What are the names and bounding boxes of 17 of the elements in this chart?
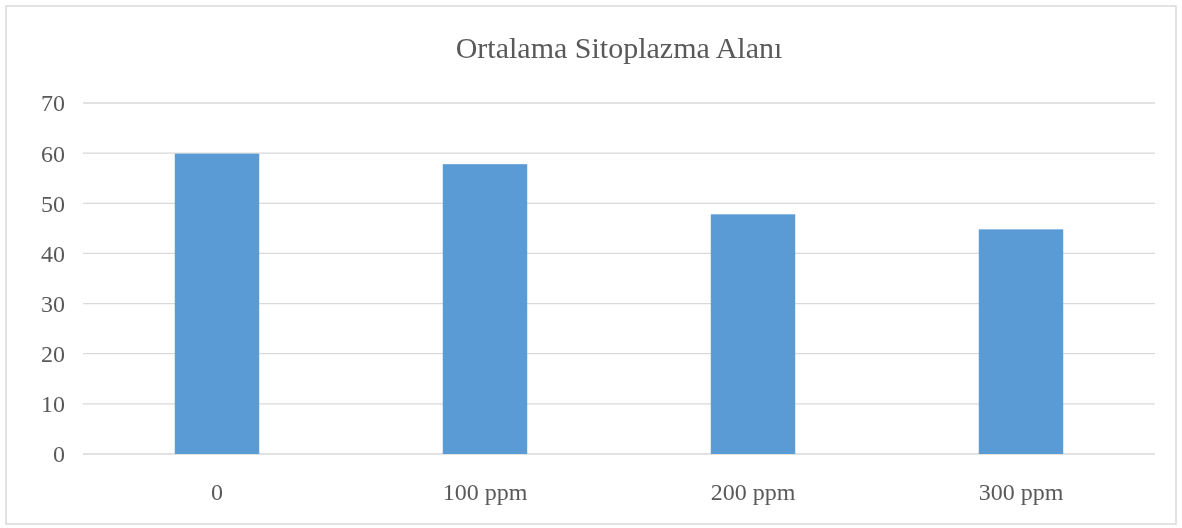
y-tick-label: 40 [41,240,65,267]
y-tick-label: 30 [41,290,65,317]
y-tick-label: 20 [41,341,65,368]
y-tick-label: 60 [41,140,65,167]
y-tick-label: 70 [41,90,65,117]
bar [442,164,528,454]
x-tick-label: 0 [211,479,223,505]
x-tick-label: 200 ppm [710,479,796,505]
x-tick-label: 100 ppm [442,479,528,505]
y-tick-label: 0 [53,441,65,468]
y-tick-label: 50 [41,190,65,217]
chart-title: Ortalama Sitoplazma Alanı [455,31,783,64]
bar [174,153,260,454]
bar [978,229,1064,454]
x-tick-label: 300 ppm [978,479,1064,505]
bar [710,214,796,454]
y-tick-label: 10 [41,391,65,418]
